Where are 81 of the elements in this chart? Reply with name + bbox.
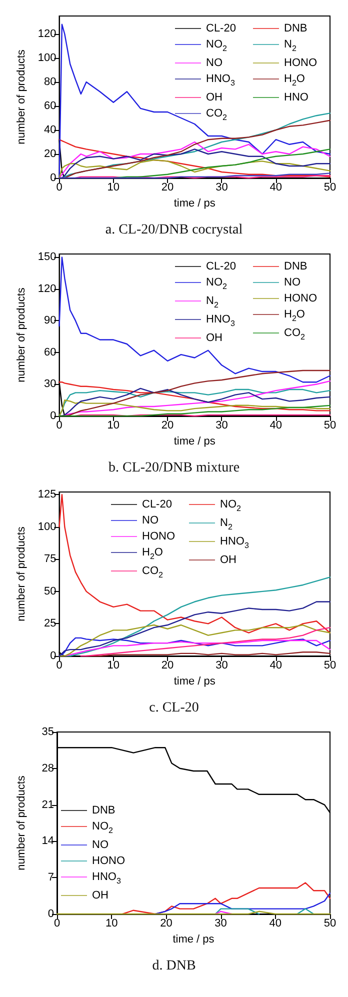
legend-label: NO [284,276,301,288]
legend-label: HNO [284,92,309,104]
x-tick-label: 40 [270,182,282,194]
legend-label: HONO [92,855,126,867]
y-tick-label: 60 [44,100,56,112]
x-tick-label: 40 [270,420,282,432]
text: d. DNB [152,958,196,974]
legend-label: NO [206,57,223,69]
line-series [112,148,331,179]
x-tick-label: 40 [270,660,282,672]
y-tick-label: 120 [38,282,56,295]
x-tick-label: 50 [324,420,336,432]
x-axis-title: time / ps [174,435,216,448]
y-tick-label: 21 [42,798,54,811]
y-axis-title: number of products [16,775,28,870]
legend-label: CL-20 [142,498,172,510]
y-tick-label: 0 [50,172,56,184]
y-tick-label: 50 [44,585,56,598]
legend-label: CL-20 [206,260,236,272]
y-tick-label: 90 [44,314,56,327]
y-tick-label: 120 [38,28,56,40]
line-series [122,882,331,915]
x-tick-label: 30 [216,182,228,194]
x-tick-label: 20 [161,420,174,432]
x-tick-label: 10 [105,918,118,930]
legend-label: OH [206,92,223,104]
y-tick-label: 40 [44,124,56,136]
x-tick-label: 30 [214,918,227,930]
line-series [58,494,331,634]
y-tick-label: 75 [44,553,56,566]
legend-label: OH [220,554,237,566]
x-tick-label: 10 [107,660,120,672]
x-tick-label: 50 [324,660,336,672]
legend-label: DNB [92,804,116,816]
x-axis-title: time / ps [172,933,215,946]
x-tick-label: 10 [107,420,120,432]
x-tick-label: 50 [324,918,336,930]
y-tick-label: 35 [42,726,54,738]
x-tick-label: 30 [216,420,228,432]
legend-label: NO [92,839,109,851]
x-tick-label: 20 [161,182,174,194]
y-tick-label: 7 [48,872,54,884]
text: c. CL-20 [149,700,199,716]
line-series [154,892,331,915]
line-series [58,382,331,412]
y-tick-label: 0 [50,650,56,662]
y-tick-label: 100 [38,520,56,533]
legend-label: OH [206,332,223,344]
legend-label: HONO [142,530,176,542]
x-tick-label: 40 [269,918,282,930]
legend-label: DNB [284,260,308,272]
y-axis-title: number of products [16,526,28,622]
legend-label: HONO [284,292,318,304]
legend-label: DNB [284,22,308,34]
y-tick-label: 0 [50,410,56,422]
x-tick-label: 20 [161,660,174,672]
text: a. CL-20/DNB cocrystal [105,222,243,238]
y-tick-label: 80 [44,76,56,88]
y-tick-label: 125 [38,488,56,501]
x-axis-title: time / ps [174,197,216,210]
y-tick-label: 30 [44,378,56,390]
y-tick-label: 14 [42,835,54,848]
x-tick-label: 10 [107,182,120,194]
x-tick-label: 30 [216,660,228,672]
x-tick-label: 50 [324,182,336,194]
text: b. CL-20/DNB mixture [108,460,240,476]
legend-label: HONO [284,57,318,69]
legend-label: OH [92,890,109,902]
y-axis-title: number of products [16,49,28,144]
y-tick-label: 60 [44,346,56,358]
x-tick-label: 20 [160,918,172,930]
legend-label: CL-20 [206,22,236,34]
y-tick-label: 20 [44,148,56,160]
y-tick-label: 150 [38,251,56,264]
x-axis-title: time / ps [174,675,216,688]
y-tick-label: 28 [42,762,54,774]
line-series [58,256,331,383]
y-axis-title: number of products [16,287,28,382]
y-tick-label: 25 [44,618,56,630]
y-tick-label: 100 [38,52,56,64]
legend-label: NO [142,514,159,526]
